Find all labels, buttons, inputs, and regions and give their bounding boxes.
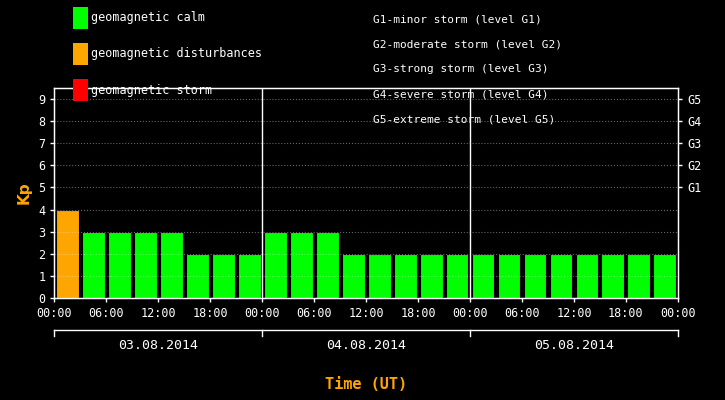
Bar <box>108 232 130 298</box>
Bar <box>471 254 494 298</box>
Bar <box>550 254 573 298</box>
Bar <box>160 232 183 298</box>
Y-axis label: Kp: Kp <box>16 182 31 204</box>
Bar <box>497 254 521 298</box>
Bar <box>82 232 105 298</box>
Bar <box>446 254 468 298</box>
Bar <box>56 210 79 298</box>
Bar <box>238 254 261 298</box>
Bar <box>212 254 235 298</box>
Bar <box>315 232 339 298</box>
Text: 04.08.2014: 04.08.2014 <box>326 339 406 352</box>
Bar <box>523 254 547 298</box>
Text: geomagnetic calm: geomagnetic calm <box>91 12 204 24</box>
Bar <box>134 232 157 298</box>
Bar <box>290 232 312 298</box>
Bar <box>368 254 391 298</box>
Bar <box>420 254 442 298</box>
Text: 05.08.2014: 05.08.2014 <box>534 339 614 352</box>
Text: geomagnetic storm: geomagnetic storm <box>91 84 212 96</box>
Text: G3-strong storm (level G3): G3-strong storm (level G3) <box>373 64 549 74</box>
Text: geomagnetic disturbances: geomagnetic disturbances <box>91 48 262 60</box>
Text: G2-moderate storm (level G2): G2-moderate storm (level G2) <box>373 39 563 49</box>
Bar <box>264 232 286 298</box>
Bar <box>341 254 365 298</box>
Bar <box>576 254 598 298</box>
Text: 03.08.2014: 03.08.2014 <box>118 339 199 352</box>
Text: G4-severe storm (level G4): G4-severe storm (level G4) <box>373 90 549 100</box>
Text: G1-minor storm (level G1): G1-minor storm (level G1) <box>373 14 542 24</box>
Bar <box>602 254 624 298</box>
Bar <box>186 254 209 298</box>
Bar <box>627 254 650 298</box>
Text: Time (UT): Time (UT) <box>325 377 407 392</box>
Text: G5-extreme storm (level G5): G5-extreme storm (level G5) <box>373 115 555 125</box>
Bar <box>394 254 417 298</box>
Bar <box>653 254 676 298</box>
